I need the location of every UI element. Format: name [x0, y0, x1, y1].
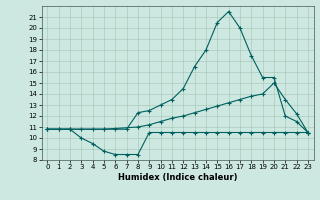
X-axis label: Humidex (Indice chaleur): Humidex (Indice chaleur): [118, 173, 237, 182]
